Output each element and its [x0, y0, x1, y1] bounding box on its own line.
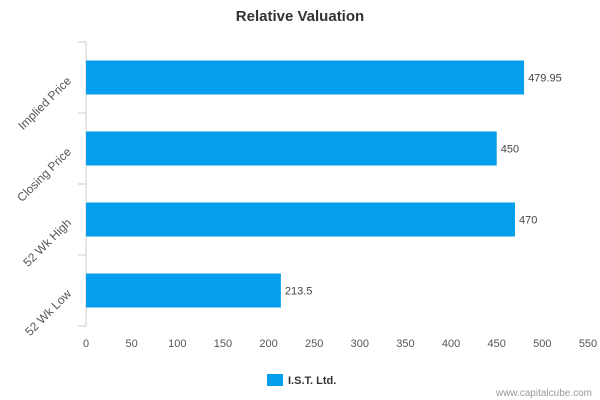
data-label: 213.5 [285, 286, 313, 298]
bar [86, 202, 515, 237]
x-tick-label: 200 [259, 338, 277, 350]
x-tick-label: 550 [579, 338, 597, 350]
plot-area: 479.95 Implied Price 450 Closing Price 470 52… [14, 41, 597, 350]
bar [86, 273, 281, 308]
x-tick-label: 150 [214, 338, 232, 350]
x-tick-label: 300 [351, 338, 369, 350]
x-tick-label: 100 [168, 338, 186, 350]
category-label: Closing Price [14, 144, 74, 204]
x-tick-label: 450 [488, 338, 506, 350]
legend[interactable]: I.S.T. Ltd. [267, 374, 336, 387]
category-label: 52 Wk Low [22, 286, 74, 338]
x-tick-label: 50 [126, 338, 138, 350]
x-tick-label: 500 [533, 338, 551, 350]
data-label: 479.95 [528, 73, 562, 85]
bar [86, 60, 525, 95]
legend-label-ist-ltd: I.S.T. Ltd. [288, 375, 336, 387]
source-credit: www.capitalcube.com [495, 388, 592, 399]
data-label: 450 [501, 144, 519, 156]
chart-title: Relative Valuation [236, 8, 364, 25]
category-label: Implied Price [15, 73, 74, 132]
x-tick-label: 350 [396, 338, 414, 350]
bar [86, 131, 497, 166]
x-tick-label: 0 [83, 338, 89, 350]
data-label: 470 [519, 215, 537, 227]
legend-swatch [267, 374, 283, 386]
category-label: 52 Wk High [20, 216, 74, 270]
x-tick-label: 250 [305, 338, 323, 350]
x-tick-label: 400 [442, 338, 460, 350]
